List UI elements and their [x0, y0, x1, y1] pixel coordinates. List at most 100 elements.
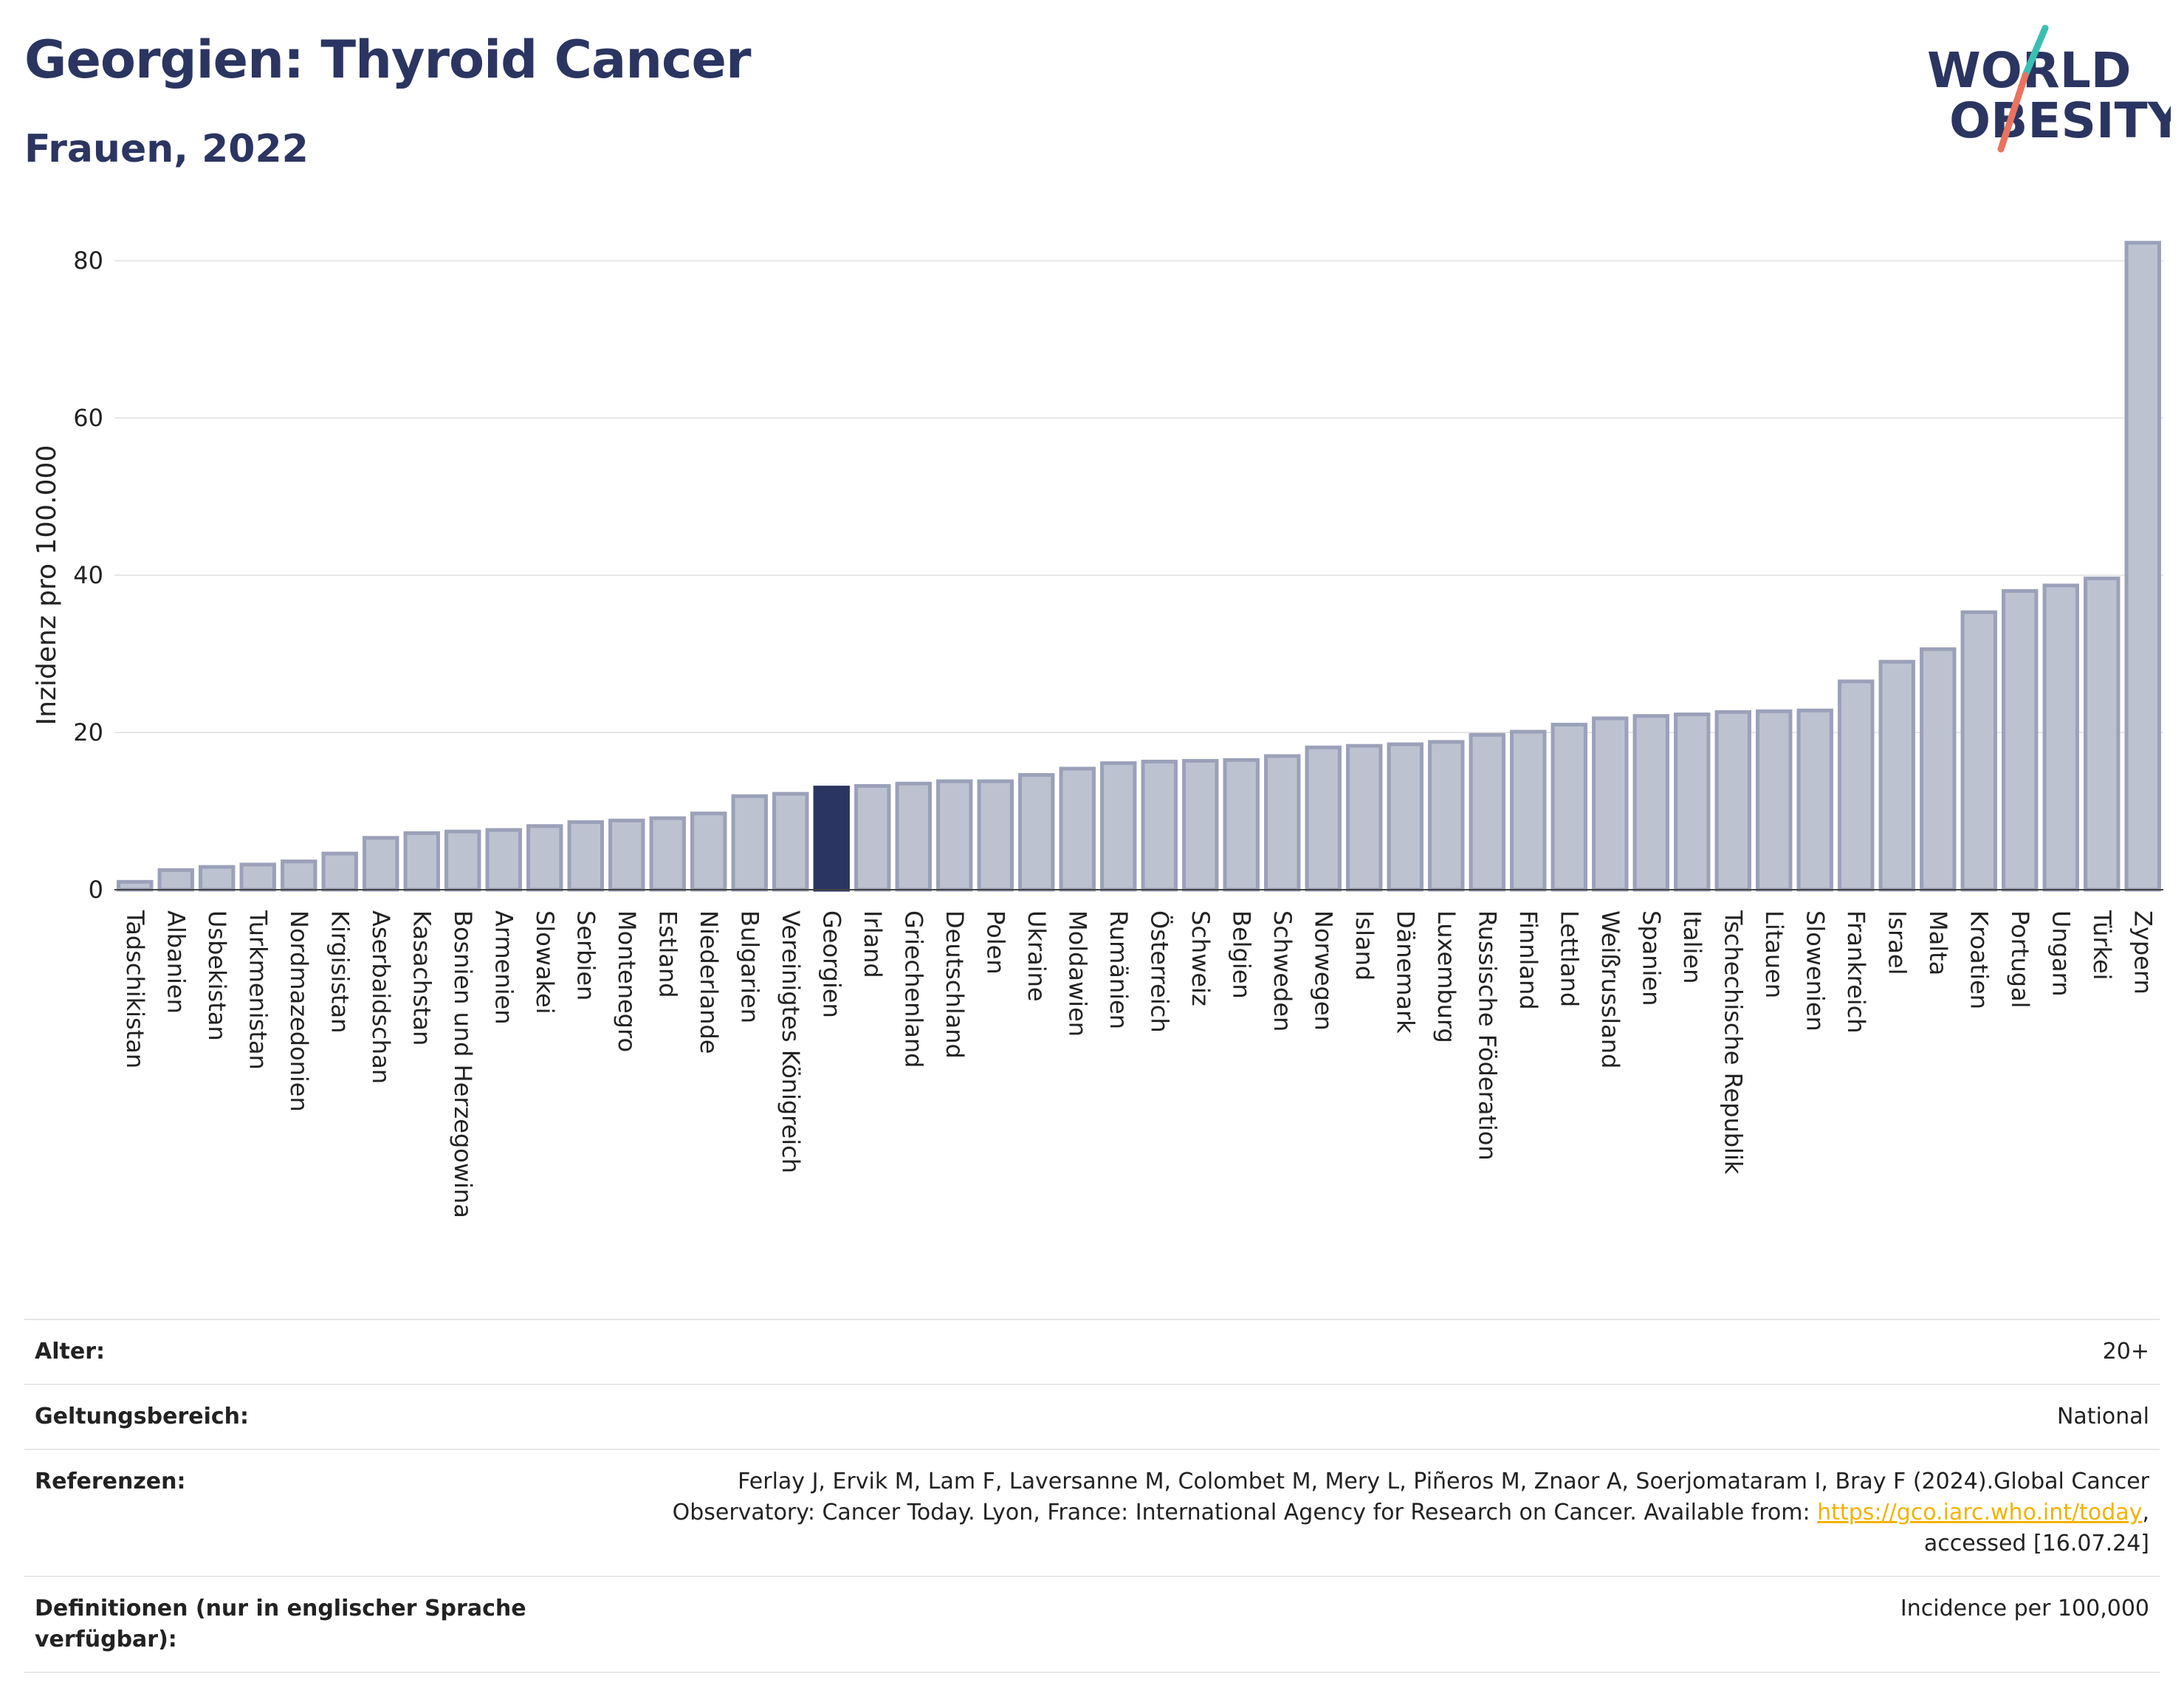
x-category-label: Niederlande [695, 910, 723, 1054]
bar [444, 829, 481, 892]
x-category-label: Serbien [571, 910, 600, 1000]
y-tick-label: 40 [73, 561, 103, 589]
bar [1960, 610, 1997, 892]
x-category-label: Nordmazedonien [285, 910, 313, 1112]
bar [1714, 710, 1751, 892]
meta-row-age: Alter: 20+ [24, 1319, 2160, 1384]
x-category-label: Montenegro [613, 910, 641, 1052]
bar [1469, 732, 1505, 892]
reference-link[interactable]: https://gco.iarc.who.int/today [1817, 1500, 2143, 1525]
chart-gridlines [114, 260, 2163, 734]
x-category-label: Ungarn [2047, 910, 2075, 997]
x-category-label: Israel [1883, 910, 1911, 975]
bar [2002, 588, 2039, 892]
metadata-table: Alter: 20+ Geltungsbereich: National Ref… [24, 1319, 2160, 1673]
x-category-label: Irland [859, 910, 887, 978]
bar-highlight [813, 786, 850, 892]
page-subtitle: Frauen, 2022 [24, 127, 309, 171]
meta-references-value: Ferlay J, Ervik M, Lam F, Laversanne M, … [552, 1466, 2149, 1559]
bar [1510, 729, 1547, 892]
bar [1428, 740, 1465, 892]
logo-slash-coral [1997, 72, 2029, 153]
bar [1674, 713, 1711, 892]
reference-text-3: , [2142, 1500, 2149, 1525]
x-category-label: Island [1350, 910, 1378, 981]
x-category-label: Slowakei [531, 910, 559, 1014]
x-category-label: Usbekistan [203, 910, 231, 1041]
x-category-label: Schweiz [1187, 910, 1215, 1006]
x-category-label: Bosnien und Herzegowina [449, 910, 477, 1218]
x-category-label: Finnland [1514, 910, 1542, 1010]
bar [1632, 714, 1669, 892]
bar [1223, 758, 1260, 892]
x-category-label: Lettland [1555, 910, 1583, 1007]
bar [567, 820, 604, 892]
x-category-label: Estland [653, 910, 681, 998]
x-category-label: Schweden [1268, 910, 1297, 1031]
x-category-label: Griechenland [899, 910, 927, 1068]
bar [1100, 761, 1137, 892]
bar [649, 816, 686, 892]
bar [1920, 647, 1957, 892]
bar [1387, 742, 1424, 892]
bar [1878, 659, 1915, 892]
bar [363, 836, 399, 892]
reference-text-2: Observatory: Cancer Today. Lyon, France:… [672, 1500, 1818, 1525]
meta-row-scope: Geltungsbereich: National [24, 1384, 2160, 1449]
meta-age-label: Alter: [35, 1339, 105, 1364]
bar [690, 811, 727, 892]
bar [526, 824, 563, 892]
chart-bars [117, 241, 2161, 892]
logo-slash-teal [2022, 24, 2049, 79]
bar [117, 879, 154, 892]
bar [403, 831, 440, 892]
y-axis-ticks: 0 20 40 60 80 [73, 247, 103, 904]
x-category-label: Kroatien [1965, 910, 1993, 1009]
x-category-label: Tschechische Republik [1719, 910, 1747, 1175]
x-category-label: Bulgarien [735, 910, 763, 1023]
bar [157, 868, 194, 892]
x-category-label: Malta [1924, 910, 1952, 975]
y-tick-label: 20 [73, 718, 103, 746]
logo-text-obesity: OBESITY [1949, 92, 2171, 149]
x-category-label: Rumänien [1105, 910, 1133, 1029]
y-tick-label: 0 [89, 876, 103, 904]
bar [1838, 679, 1875, 892]
y-tick-label: 60 [73, 404, 103, 432]
bar [2042, 583, 2079, 892]
bar [1756, 709, 1793, 892]
x-category-label: Polen [981, 910, 1009, 975]
meta-age-value: 20+ [2102, 1339, 2149, 1364]
x-category-label: Portugal [2006, 910, 2034, 1009]
x-category-label: Österreich [1145, 910, 1173, 1033]
reference-text-4: accessed [16.07.24] [1923, 1531, 2149, 1556]
meta-scope-label: Geltungsbereich: [35, 1404, 250, 1429]
meta-row-references: Referenzen: Ferlay J, Ervik M, Lam F, La… [24, 1449, 2160, 1576]
y-tick-label: 80 [73, 247, 103, 275]
meta-definitions-label: Definitionen (nur in englischer Sprache … [35, 1596, 526, 1652]
x-category-label: Weißrussland [1596, 910, 1624, 1068]
x-category-label: Ukraine [1023, 910, 1051, 1002]
x-category-label: Turkmenistan [244, 910, 272, 1070]
meta-row-definitions: Definitionen (nur in englischer Sprache … [24, 1576, 2160, 1673]
meta-scope-value: National [2056, 1404, 2149, 1429]
x-category-label: Deutschland [941, 910, 969, 1059]
x-category-label: Spanien [1637, 910, 1665, 1006]
x-category-label: Luxemburg [1432, 910, 1460, 1043]
bar [895, 781, 932, 892]
x-category-label: Frankreich [1842, 910, 1870, 1034]
bar [1796, 708, 1833, 892]
bar [854, 783, 891, 892]
bar [2084, 576, 2121, 892]
meta-references-label: Referenzen: [35, 1469, 186, 1494]
bar [1592, 716, 1629, 892]
x-category-label: Russische Föderation [1473, 910, 1501, 1161]
x-category-label: Albanien [162, 910, 190, 1014]
reference-text-1: Ferlay J, Ervik M, Lam F, Laversanne M, … [738, 1469, 2149, 1494]
world-obesity-logo: WORLD OBESITY [1927, 24, 2171, 153]
bar [321, 851, 358, 892]
bar [1551, 722, 1587, 892]
x-category-label: Slowenien [1801, 910, 1829, 1031]
x-category-label: Armenien [490, 910, 518, 1024]
bar [608, 818, 645, 892]
